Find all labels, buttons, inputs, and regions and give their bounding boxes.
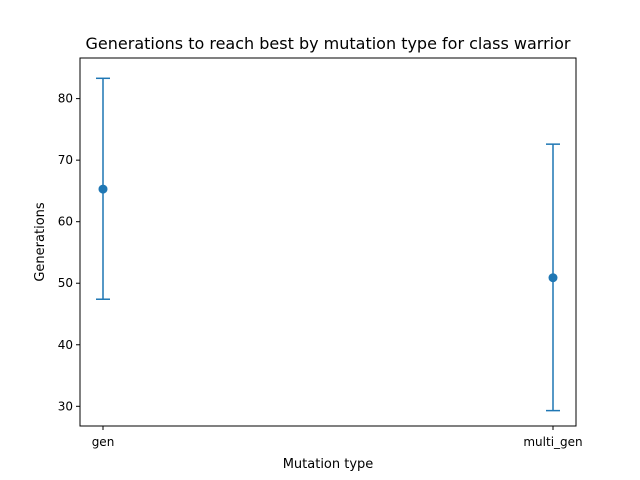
x-axis-label: Mutation type	[283, 457, 374, 472]
y-tick-label-40: 40	[58, 338, 73, 352]
x-tick-label-multi_gen: multi_gen	[523, 435, 582, 449]
y-tick-label-50: 50	[58, 276, 73, 290]
chart-title: Generations to reach best by mutation ty…	[86, 34, 571, 53]
plot-area	[96, 77, 560, 412]
y-tick-label-80: 80	[58, 92, 73, 106]
y-tick-label-60: 60	[58, 215, 73, 229]
y-axis: 30 40 50 60 70 80	[58, 92, 80, 413]
x-tick-label-gen: gen	[92, 435, 115, 449]
x-axis: gen multi_gen	[92, 426, 583, 449]
y-axis-label: Generations	[33, 202, 48, 282]
y-tick-label-30: 30	[58, 399, 73, 413]
plot-frame	[79, 57, 577, 427]
y-tick-label-70: 70	[58, 153, 73, 167]
data-point-multi_gen	[548, 273, 558, 283]
data-point-gen	[98, 184, 108, 194]
